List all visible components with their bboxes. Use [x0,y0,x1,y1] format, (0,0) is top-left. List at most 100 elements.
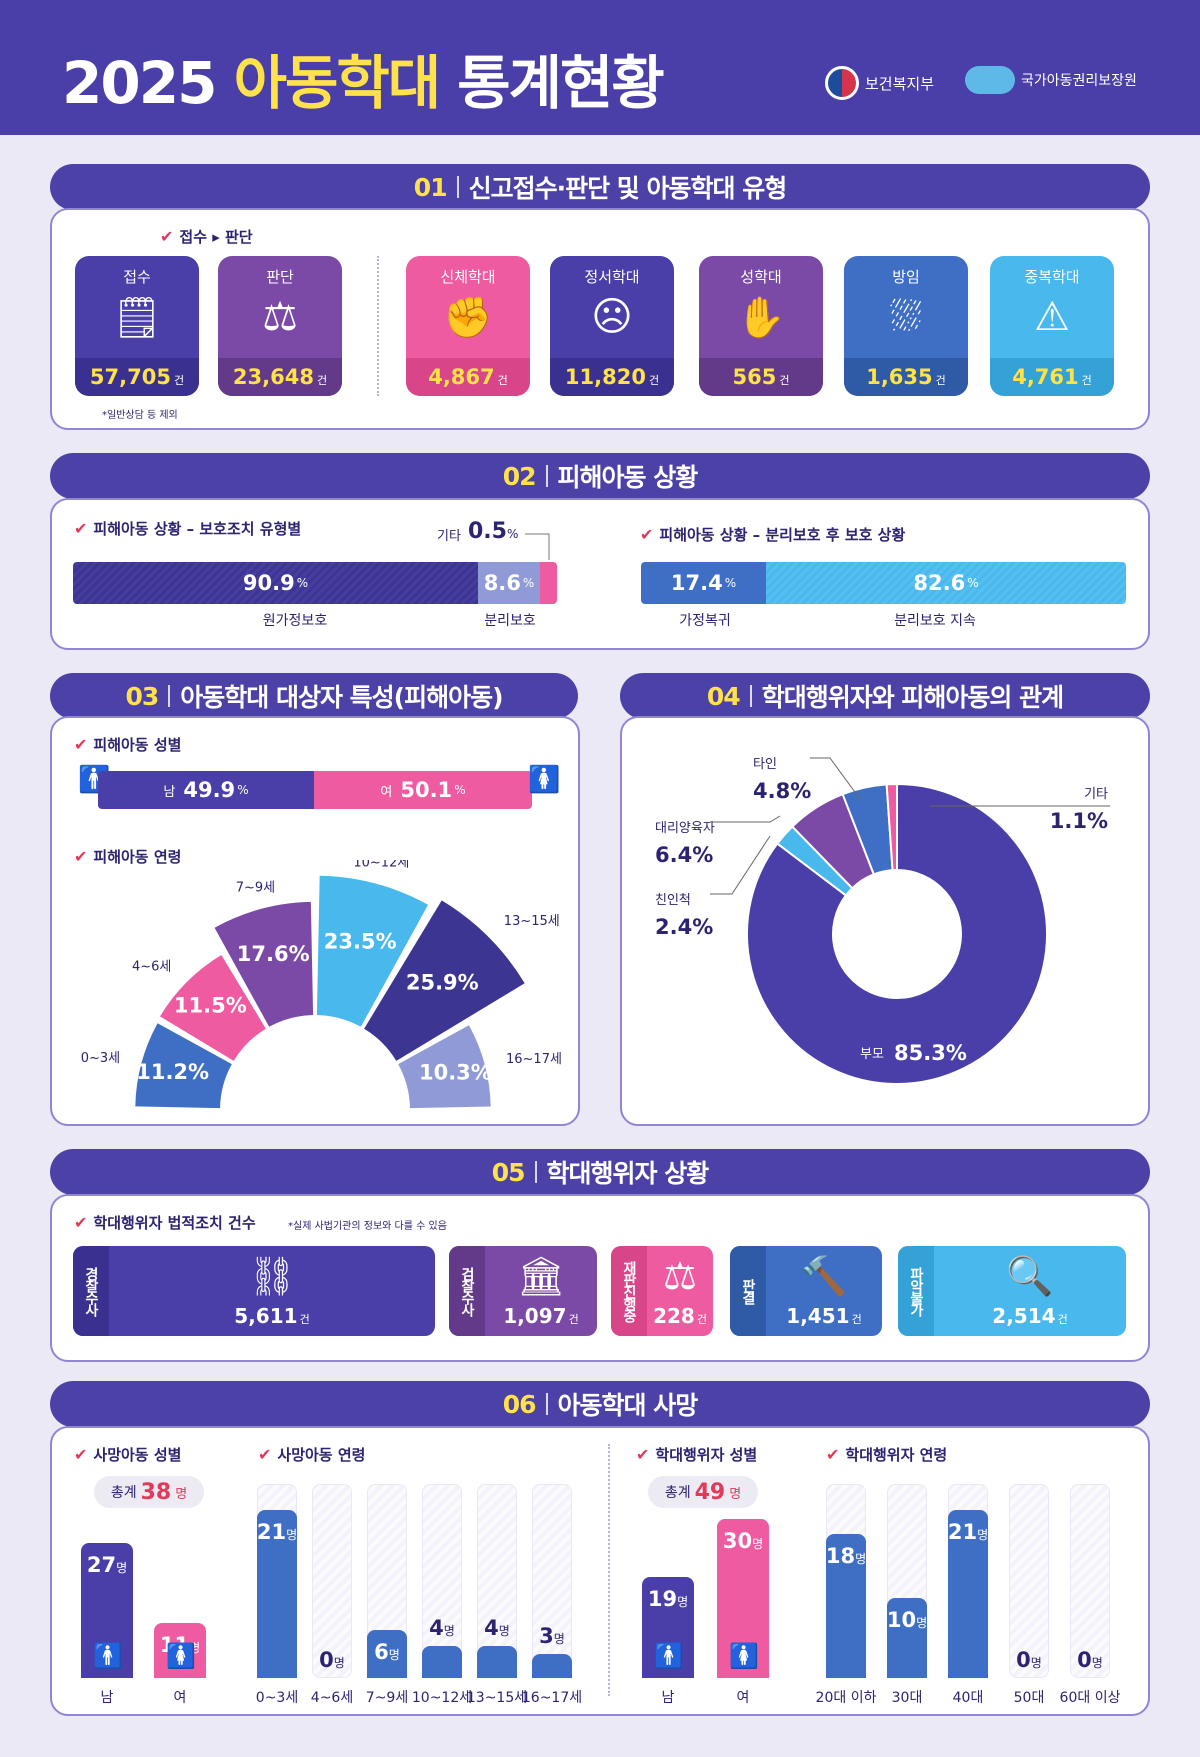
legal-action-note: *실제 사법기관의 정보와 다를 수 있음 [288,1221,447,1232]
return-home-bar: 17.4% [641,562,766,604]
age-slice-0 [135,1023,232,1109]
etc-label: 기타 [437,529,461,544]
relation-label: 기타 [1084,787,1108,802]
death-bar-label: 13~15세 [466,1690,528,1706]
death-bar-label: 16~17세 [521,1690,583,1706]
physical-abuse-icon: ✊ [443,295,493,341]
stat-label: 방임 [892,268,920,286]
legal-item-2: 재판진행중 ⚖ 228 건 [611,1246,713,1336]
death-bar-value: 30명 [722,1529,764,1553]
age-slice-label: 4~6세 [132,959,171,974]
etc-value: 0.5% [468,519,519,544]
death-child-gender-label: ✔ 사망아동 성별 [74,1445,182,1464]
death-bar-label: 남 [100,1690,114,1706]
death-bar-label: 4~6세 [310,1690,354,1706]
legal-item-1: 검찰수사 🏛 1,097 건 [449,1246,597,1336]
separated-protection-label: 분리보호 [484,613,536,629]
section-01-header: 01 신고접수·판단 및 아동학대 유형 [50,164,1150,210]
etc-leader-line [525,533,550,560]
legal-item-label: 파악불가 [898,1246,934,1336]
age-slice-label: 16~17세 [506,1052,562,1067]
legal-item-value: 1,097 건 [503,1304,579,1328]
death-bar-label: 남 [661,1690,675,1706]
taegeuk-emblem-icon [825,66,859,100]
stat-label: 정서학대 [584,268,640,286]
stat-card-3: 정서학대 ☹ 11,820 건 [550,256,674,396]
checkmark-icon: ✔ [258,1445,272,1464]
male-icon: 🚹 [654,1642,684,1670]
stat-card-0: 접수 🗒 57,705 건 [75,256,199,396]
leader-line [710,815,781,823]
s1-legend: ✔ 접수 ▸ 판단 [160,227,253,246]
legal-item-label: 판결 [730,1246,766,1336]
age-slice-label: 13~15세 [504,914,560,929]
age-slice-3 [316,875,429,1027]
return-home-label: 가정복귀 [679,613,731,629]
age-slice-value: 17.6% [237,942,310,966]
agency-logo: 국가아동권리보장원 [965,66,1137,94]
age-slice-label: 10~12세 [353,860,409,870]
death-bar-value: 3명 [539,1624,565,1648]
death-bar-label: 7~9세 [365,1690,409,1706]
legal-item-label: 경찰수사 [73,1246,109,1336]
death-bar-0-0 [81,1543,133,1678]
death-bar-label: 0~3세 [255,1690,299,1706]
death-bar-3-1 [887,1598,927,1678]
age-slice-label: 0~3세 [81,1051,120,1066]
magnifier-icon: 🔍 [1006,1254,1054,1298]
death-bar-0-1 [154,1623,206,1678]
stat-label: 신체학대 [440,268,496,286]
victim-age-chart: 11.2% 0~3세 11.5% 4~6세 17.6% 7~9세 23.5% 10~12세 25… [81,860,562,1109]
s2-right-label: ✔ 피해아동 상황 – 분리보호 후 보호 상황 [640,525,906,544]
relation-slice-0 [746,782,1048,1085]
s1-footnote: *일반상담 등 제외 [102,410,178,421]
death-bar-label: 여 [736,1690,750,1706]
child-total-pill: 총계 38 명 [94,1476,204,1508]
stat-value: 565 건 [699,358,823,396]
age-slice-5 [398,1025,491,1109]
relation-label: 친인척 [655,893,691,908]
age-slice-1 [160,955,266,1061]
death-bar-value: 21명 [947,1520,989,1544]
protection-separated-bar: 8.6% [478,562,540,604]
gavel-icon: 🔨 [800,1254,848,1298]
stat-label: 성학대 [740,268,782,286]
female-icon: 🚺 [528,765,561,795]
handcuffs-icon: ⛓ [247,1254,297,1298]
death-bar-label: 20대 이하 [815,1690,877,1706]
death-bar-2-0 [642,1577,694,1678]
stat-card-5: 방임 ⛆ 1,635 건 [844,256,968,396]
multiple-abuse-icon: ⚠ [1034,294,1070,340]
death-bar-label: 40대 [952,1690,984,1706]
checkmark-icon: ✔ [636,1445,650,1464]
death-bar-value: 11명 [159,1633,201,1657]
continued-separation-label: 분리보호 지속 [894,613,976,629]
home-protection-label: 원가정보호 [262,613,328,629]
legal-item-label: 검찰수사 [449,1246,485,1336]
stat-value: 57,705 건 [75,358,199,396]
death-bar-value: 0명 [1016,1648,1042,1672]
death-bar-label: 10~12세 [411,1690,473,1706]
legal-item-value: 228 건 [653,1304,707,1328]
bar-track [422,1484,462,1678]
death-bar-1-0 [257,1510,297,1678]
section-02-header: 02 피해아동 상황 [50,453,1150,499]
relation-label: 타인 [753,757,777,772]
stat-label: 판단 [266,268,294,286]
relation-label: 부모 [860,1047,884,1062]
death-bar-label: 30대 [891,1690,923,1706]
relation-value: 85.3% [894,1041,967,1065]
age-slice-4 [364,900,525,1061]
age-slice-value: 11.5% [174,993,247,1017]
bar-track [1070,1484,1110,1678]
age-slice-value: 10.3% [419,1060,492,1084]
death-bar-3-2 [948,1510,988,1678]
stat-label: 접수 [123,268,151,286]
death-bar-1-3 [422,1646,462,1678]
section-03-header: 03 아동학대 대상자 특성(피해아동) [50,673,578,719]
relation-value: 6.4% [655,843,713,867]
age-slice-value: 25.9% [406,971,479,995]
checkmark-icon: ✔ [74,1445,88,1464]
checkmark-icon: ✔ [74,735,88,754]
age-slice-value: 23.5% [324,929,397,953]
